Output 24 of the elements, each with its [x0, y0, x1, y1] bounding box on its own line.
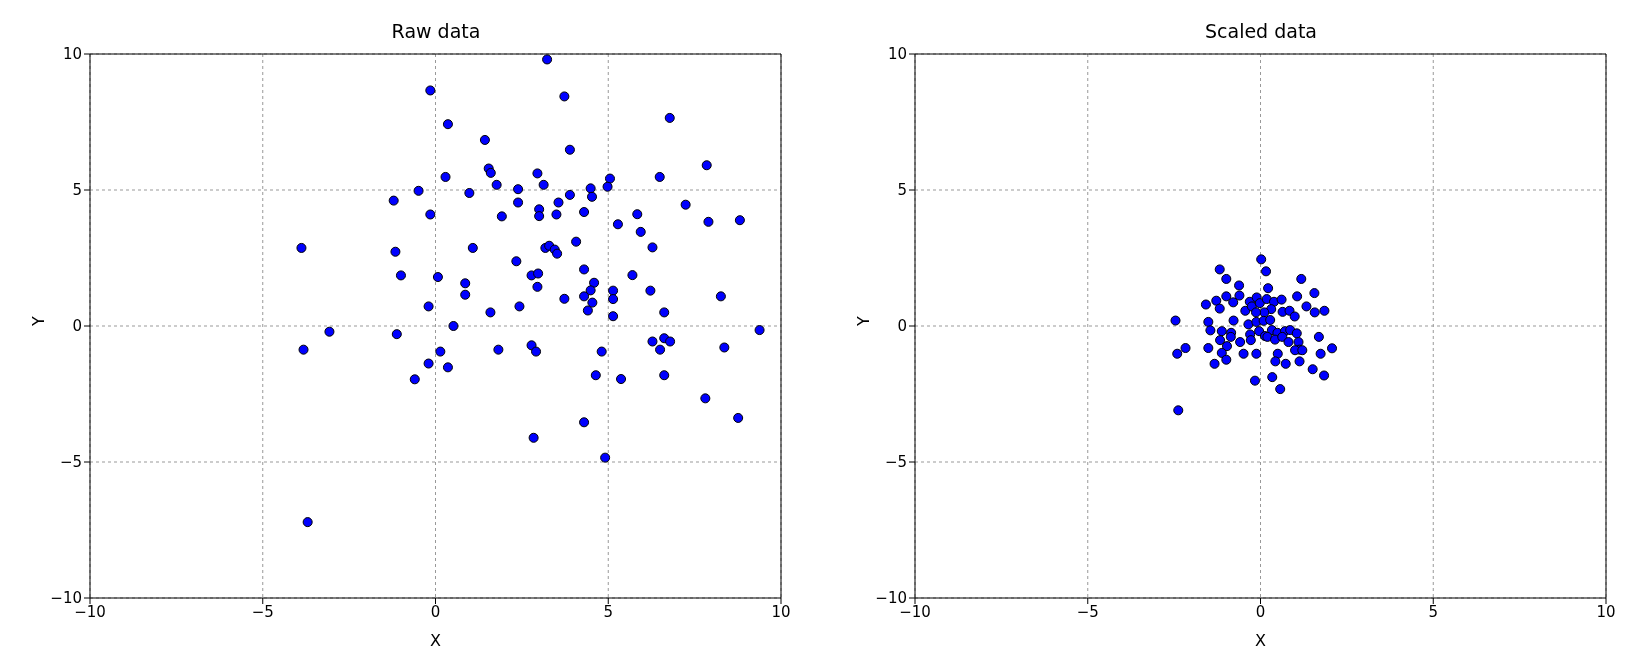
x-tick-label: 0: [1255, 602, 1266, 621]
x-tick-label: −5: [251, 602, 274, 621]
y-tick-label: −10: [875, 589, 907, 608]
y-tick-label: 5: [72, 181, 82, 200]
y-tick-label: −5: [884, 453, 907, 472]
y-tick-label: 0: [897, 317, 907, 336]
y-axis-title: Y: [853, 316, 873, 327]
y-tick-label: −5: [59, 453, 82, 472]
x-tick-label: −5: [1076, 602, 1099, 621]
y-tick-label: −10: [50, 589, 82, 608]
y-axis-title: Y: [28, 316, 48, 327]
x-tick-label: 5: [1428, 602, 1439, 621]
x-tick-label: 0: [430, 602, 441, 621]
chart-title: Scaled data: [1204, 20, 1318, 42]
x-axis-title: X: [1255, 631, 1267, 650]
x-tick-label: 10: [771, 602, 791, 621]
x-tick-label: 10: [1596, 602, 1616, 621]
x-tick-label: 5: [603, 602, 614, 621]
x-axis-title: X: [430, 631, 442, 650]
y-tick-label: 0: [72, 317, 82, 336]
y-tick-label: 10: [62, 45, 82, 64]
chart-title: Raw data: [390, 20, 482, 42]
y-tick-label: 5: [897, 181, 907, 200]
y-tick-label: 10: [887, 45, 907, 64]
